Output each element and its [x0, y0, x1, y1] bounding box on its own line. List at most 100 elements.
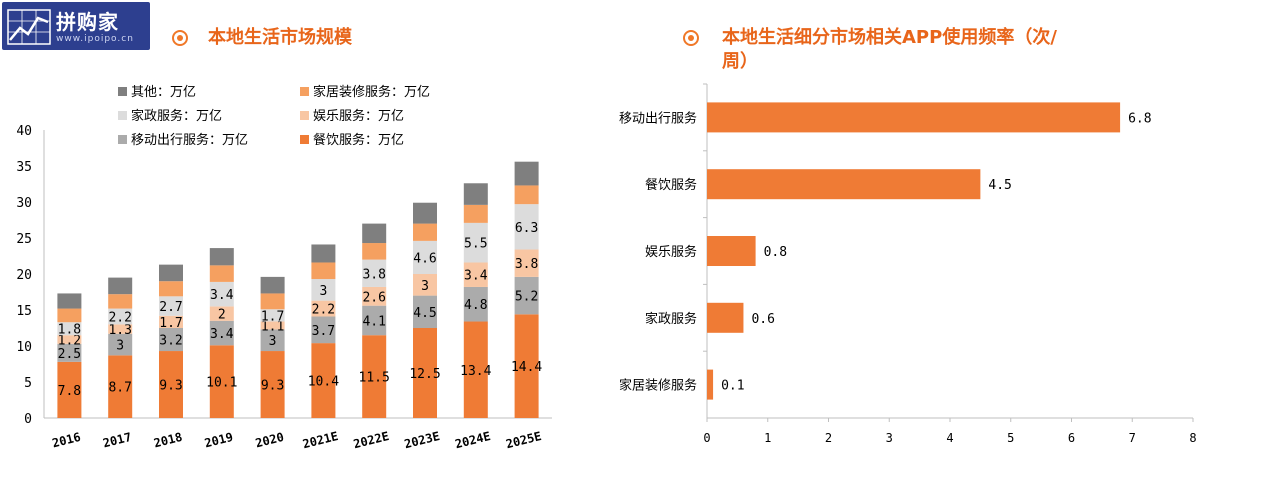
bar-segment-mobility	[260, 329, 285, 352]
bar-segment-home_decoration	[209, 265, 234, 282]
bar-segment-housekeeping	[362, 259, 387, 287]
bar-segment-catering	[209, 345, 234, 418]
bar-segment-housekeeping	[159, 296, 183, 316]
left-title-marker-icon	[172, 30, 188, 46]
bar-segment-other	[159, 264, 183, 282]
bar-segment-mobility	[311, 316, 336, 344]
bar-segment-other	[514, 161, 539, 186]
bar-segment-catering	[514, 314, 539, 418]
bar-segment-other	[260, 276, 285, 294]
bar-segment-other	[108, 277, 133, 295]
bar-segment-mobility	[209, 320, 234, 346]
data-label-catering: 8.7	[108, 381, 131, 396]
bar-segment-mobility	[413, 295, 437, 328]
x-tick-label: 2018	[152, 430, 183, 451]
data-label-entertainment: 1.7	[159, 316, 182, 331]
data-label-catering: 10.4	[308, 375, 339, 390]
legend-label-housekeeping: 家政服务：万亿	[131, 108, 222, 124]
legend-swatch-other	[118, 87, 127, 96]
bar-segment-housekeeping	[260, 309, 285, 322]
legend-swatch-entertainment	[300, 111, 309, 120]
x-tick-label: 2017	[102, 430, 133, 451]
y-tick-label: 10	[16, 340, 32, 355]
bar-segment-catering	[159, 351, 183, 418]
data-label-catering: 12.5	[409, 367, 440, 382]
bar-segment-other	[311, 244, 336, 263]
bar-segment-catering	[260, 351, 285, 418]
right-title-marker-icon	[683, 30, 699, 46]
legend-swatch-housekeeping	[118, 111, 127, 120]
bar-segment-mobility	[159, 328, 183, 352]
bar-segment-catering	[311, 343, 336, 418]
data-label-housekeeping: 4.6	[413, 251, 436, 266]
data-label-housekeeping: 1.7	[261, 309, 284, 324]
y-category-label: 家政服务	[645, 311, 697, 327]
x-tick-label: 1	[764, 431, 771, 445]
data-label-mobility: 3.7	[312, 324, 335, 339]
bar-segment-home_decoration	[260, 293, 285, 310]
bar-segment-mobility	[463, 286, 488, 322]
data-label-housekeeping: 2.7	[159, 300, 182, 315]
x-tick-label: 2021E	[301, 429, 339, 451]
hbar	[707, 102, 1121, 133]
hbar	[707, 236, 756, 266]
data-label-entertainment: 1.1	[261, 319, 284, 334]
bar-segment-housekeeping	[311, 279, 336, 301]
bar-segment-entertainment	[463, 262, 488, 287]
x-tick-label: 8	[1189, 431, 1196, 445]
bar-segment-other	[362, 223, 387, 244]
x-tick-label: 0	[703, 431, 710, 445]
y-tick-label: 30	[16, 196, 32, 211]
hbar-data-label: 4.5	[988, 178, 1011, 193]
y-category-label: 移动出行服务	[619, 110, 697, 126]
data-label-housekeeping: 3.4	[210, 288, 234, 303]
data-label-housekeeping: 5.5	[464, 237, 487, 252]
y-tick-label: 20	[16, 268, 32, 283]
data-label-mobility: 3	[269, 334, 277, 349]
x-tick-label: 2	[825, 431, 832, 445]
bar-segment-entertainment	[413, 274, 437, 296]
data-label-entertainment: 2	[218, 308, 226, 323]
bar-segment-housekeeping	[57, 322, 82, 336]
bar-segment-housekeeping	[413, 240, 437, 274]
x-tick-label: 7	[1129, 431, 1136, 445]
hbar	[707, 169, 981, 200]
bar-segment-entertainment	[159, 315, 183, 328]
data-label-mobility: 3.2	[159, 334, 182, 349]
data-label-entertainment: 2.2	[312, 303, 335, 318]
y-tick-label: 15	[16, 304, 32, 319]
data-label-mobility: 4.5	[413, 306, 436, 321]
data-label-mobility: 5.2	[515, 290, 538, 305]
hbar-data-label: 0.1	[721, 379, 744, 394]
legend-label-mobility: 移动出行服务：万亿	[131, 132, 248, 148]
bar-segment-entertainment	[362, 286, 387, 306]
data-label-mobility: 4.8	[464, 298, 487, 313]
legend-swatch-catering	[300, 135, 309, 144]
bar-segment-housekeeping	[209, 281, 234, 307]
x-tick-label: 2024E	[454, 429, 492, 451]
bar-segment-home_decoration	[57, 308, 82, 323]
hbar-data-label: 0.8	[764, 245, 787, 260]
bar-segment-catering	[108, 355, 133, 418]
x-tick-label: 2020	[254, 430, 285, 451]
y-tick-label: 0	[24, 412, 32, 427]
x-tick-label: 2019	[203, 430, 234, 451]
bar-segment-mobility	[362, 305, 387, 336]
bar-segment-catering	[463, 321, 488, 418]
x-tick-label: 2025E	[504, 429, 542, 451]
data-label-catering: 13.4	[460, 364, 491, 379]
x-tick-label: 3	[886, 431, 893, 445]
legend-swatch-home_decoration	[300, 87, 309, 96]
bar-segment-entertainment	[209, 306, 234, 321]
bar-segment-home_decoration	[108, 294, 133, 309]
x-tick-label: 6	[1068, 431, 1075, 445]
data-label-catering: 9.3	[159, 379, 182, 394]
data-label-entertainment: 3	[421, 279, 429, 294]
data-label-catering: 14.4	[511, 360, 542, 375]
hbar	[707, 369, 714, 400]
y-category-label: 家居装修服务	[619, 378, 697, 394]
market-size-chart: 05101520253035407.82.51.21.820168.731.32…	[16, 84, 552, 451]
bar-segment-entertainment	[57, 335, 82, 344]
bar-segment-home_decoration	[362, 243, 387, 260]
bar-segment-mobility	[514, 276, 539, 315]
